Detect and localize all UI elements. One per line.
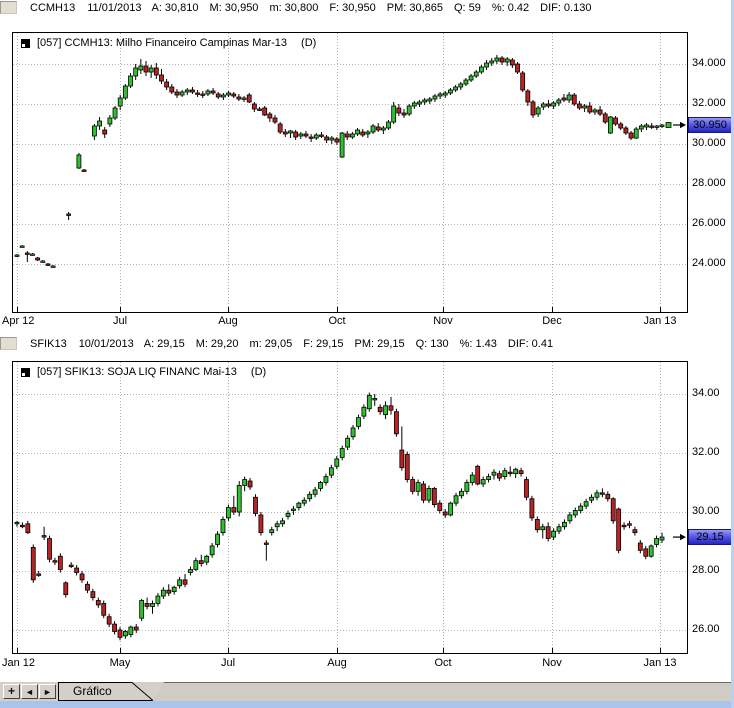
x-axis-label: Jul — [112, 315, 128, 327]
header-field-value: 29,15 — [157, 338, 185, 350]
header-field-value: 30,865 — [409, 2, 443, 14]
chart-date: 10/01/2013 — [78, 338, 134, 350]
series-icon — [21, 367, 30, 377]
scroll-right-button[interactable]: ► — [39, 684, 56, 699]
header-field-label: DIF: — [507, 338, 529, 350]
y-axis-label: 24.000 — [692, 257, 726, 269]
price-chart-ccmh13[interactable]: [057] CCMH13: Milho Financeiro Campinas … — [12, 32, 688, 313]
header-field-value: 59 — [468, 2, 481, 14]
tab-strip — [152, 682, 734, 702]
y-axis-label: 32.00 — [692, 446, 720, 458]
header-field-label: Q: — [415, 338, 428, 350]
period-label: (D) — [250, 366, 267, 378]
y-axis-label: 26.00 — [692, 623, 720, 635]
header-field-label: m: — [249, 338, 262, 350]
add-tab-button[interactable]: + — [3, 684, 20, 699]
header-field-label: PM: — [354, 338, 375, 350]
header-field-label: A: — [151, 2, 162, 14]
y-axis-label: 28.000 — [692, 177, 726, 189]
header-field-value: 30,950 — [342, 2, 376, 14]
price-chart-sfik13[interactable]: [057] SFIK13: SOJA LIQ FINANC Mai-13 (D) — [12, 361, 688, 654]
x-axis-bottom-chart: Jan 12 May Jul Aug Oct Nov Jan 13 — [0, 657, 734, 671]
chart-symbol: CCMH13 — [30, 2, 76, 14]
series-icon — [21, 38, 30, 48]
legend-label: [057] CCMH13: Milho Financeiro Campinas … — [37, 37, 288, 49]
scroll-left-button[interactable]: ◄ — [21, 684, 38, 699]
header-field-label: %: — [459, 338, 473, 350]
header-field-label: DIF: — [540, 2, 561, 14]
bottom-strip — [0, 701, 734, 708]
last-price-badge: 30.950 — [688, 117, 732, 133]
legend-label: [057] SFIK13: SOJA LIQ FINANC Mai-13 — [37, 366, 237, 378]
candlestick-plot[interactable] — [13, 33, 687, 312]
x-axis-label: Oct — [434, 657, 452, 669]
x-axis-label: Jul — [220, 657, 236, 669]
header-field-value: 29,15 — [316, 338, 344, 350]
chart-date: 11/01/2013 — [87, 2, 142, 14]
tab-label: Gráfico — [73, 684, 112, 698]
sheet-tab-grafico[interactable]: Gráfico — [58, 682, 155, 701]
x-axis-label: Apr 12 — [2, 315, 35, 327]
x-axis-label: May — [109, 657, 131, 669]
header-field-value: 1.43 — [475, 338, 497, 350]
x-axis-label: Dec — [542, 315, 562, 327]
y-axis-label: 30.000 — [692, 137, 726, 149]
header-field-value: 0.42 — [507, 2, 530, 14]
y-axis-label: 26.000 — [692, 217, 726, 229]
last-price-badge: 29.15 — [688, 529, 732, 546]
y-axis-label: 34.00 — [692, 387, 720, 399]
header-field-value: 29,20 — [210, 338, 239, 350]
quote-header-sfik13: SFIK13 10/01/2013 A: 29,15 M: 29,20 m: 29,05 F: 2… — [30, 338, 564, 352]
x-axis-label: Jan 13 — [643, 315, 677, 327]
chart-legend: [057] SFIK13: SOJA LIQ FINANC Mai-13 (D) — [21, 366, 266, 378]
x-axis-label: Aug — [218, 315, 238, 327]
x-axis-label: Nov — [542, 657, 562, 669]
header-field-label: Q: — [453, 2, 466, 14]
y-axis-label: 30.00 — [692, 505, 720, 517]
y-axis-label: 32.000 — [692, 97, 726, 109]
x-axis-label: Jan 13 — [643, 657, 677, 669]
header-field-value: 29,15 — [377, 338, 405, 350]
x-axis-top-chart: Apr 12 Jul Aug Oct Nov Dec Jan 13 — [0, 315, 734, 329]
y-axis-bottom-chart: 34.00 32.00 30.00 28.00 26.00 29.15 — [688, 361, 734, 654]
header-field-value: 0.41 — [531, 338, 554, 350]
y-axis-top-chart: 34.000 32.000 30.000 28.000 26.000 24.000 30.9… — [688, 32, 734, 313]
quote-header-ccmh13: CCMH13 11/01/2013 A: 30,810 M: 30,950 m: 30,800… — [30, 2, 602, 16]
header-field-value: 0.130 — [563, 2, 592, 14]
header-field-label: A: — [143, 338, 155, 350]
window-right-edge — [731, 0, 734, 708]
x-axis-label: Aug — [327, 657, 347, 669]
candlestick-plot[interactable] — [13, 362, 687, 653]
header-field-label: PM: — [386, 2, 407, 14]
window-grip-icon — [0, 1, 17, 14]
header-field-label: F: — [329, 2, 340, 14]
period-label: (D) — [301, 37, 317, 49]
x-axis-label: Nov — [433, 315, 453, 327]
y-axis-label: 28.00 — [692, 564, 720, 576]
x-axis-label: Oct — [328, 315, 346, 327]
sheet-toolbar: + ◄ ► Gráfico — [0, 682, 734, 702]
chart-legend: [057] CCMH13: Milho Financeiro Campinas … — [21, 37, 316, 49]
y-axis-label: 34.000 — [692, 57, 726, 69]
header-field-label: M: — [209, 2, 222, 14]
header-field-label: F: — [303, 338, 313, 350]
header-field-value: 30,810 — [164, 2, 199, 14]
x-axis-label: Jan 12 — [2, 657, 36, 669]
window-grip-icon — [0, 337, 17, 350]
header-field-value: 30,950 — [224, 2, 259, 14]
header-field-label: m: — [269, 2, 282, 14]
header-field-value: 130 — [430, 338, 449, 350]
header-field-value: 29,05 — [264, 338, 293, 350]
header-field-label: %: — [491, 2, 505, 14]
header-field-value: 30,800 — [284, 2, 319, 14]
chart-symbol: SFIK13 — [30, 338, 67, 350]
header-field-label: M: — [195, 338, 208, 350]
